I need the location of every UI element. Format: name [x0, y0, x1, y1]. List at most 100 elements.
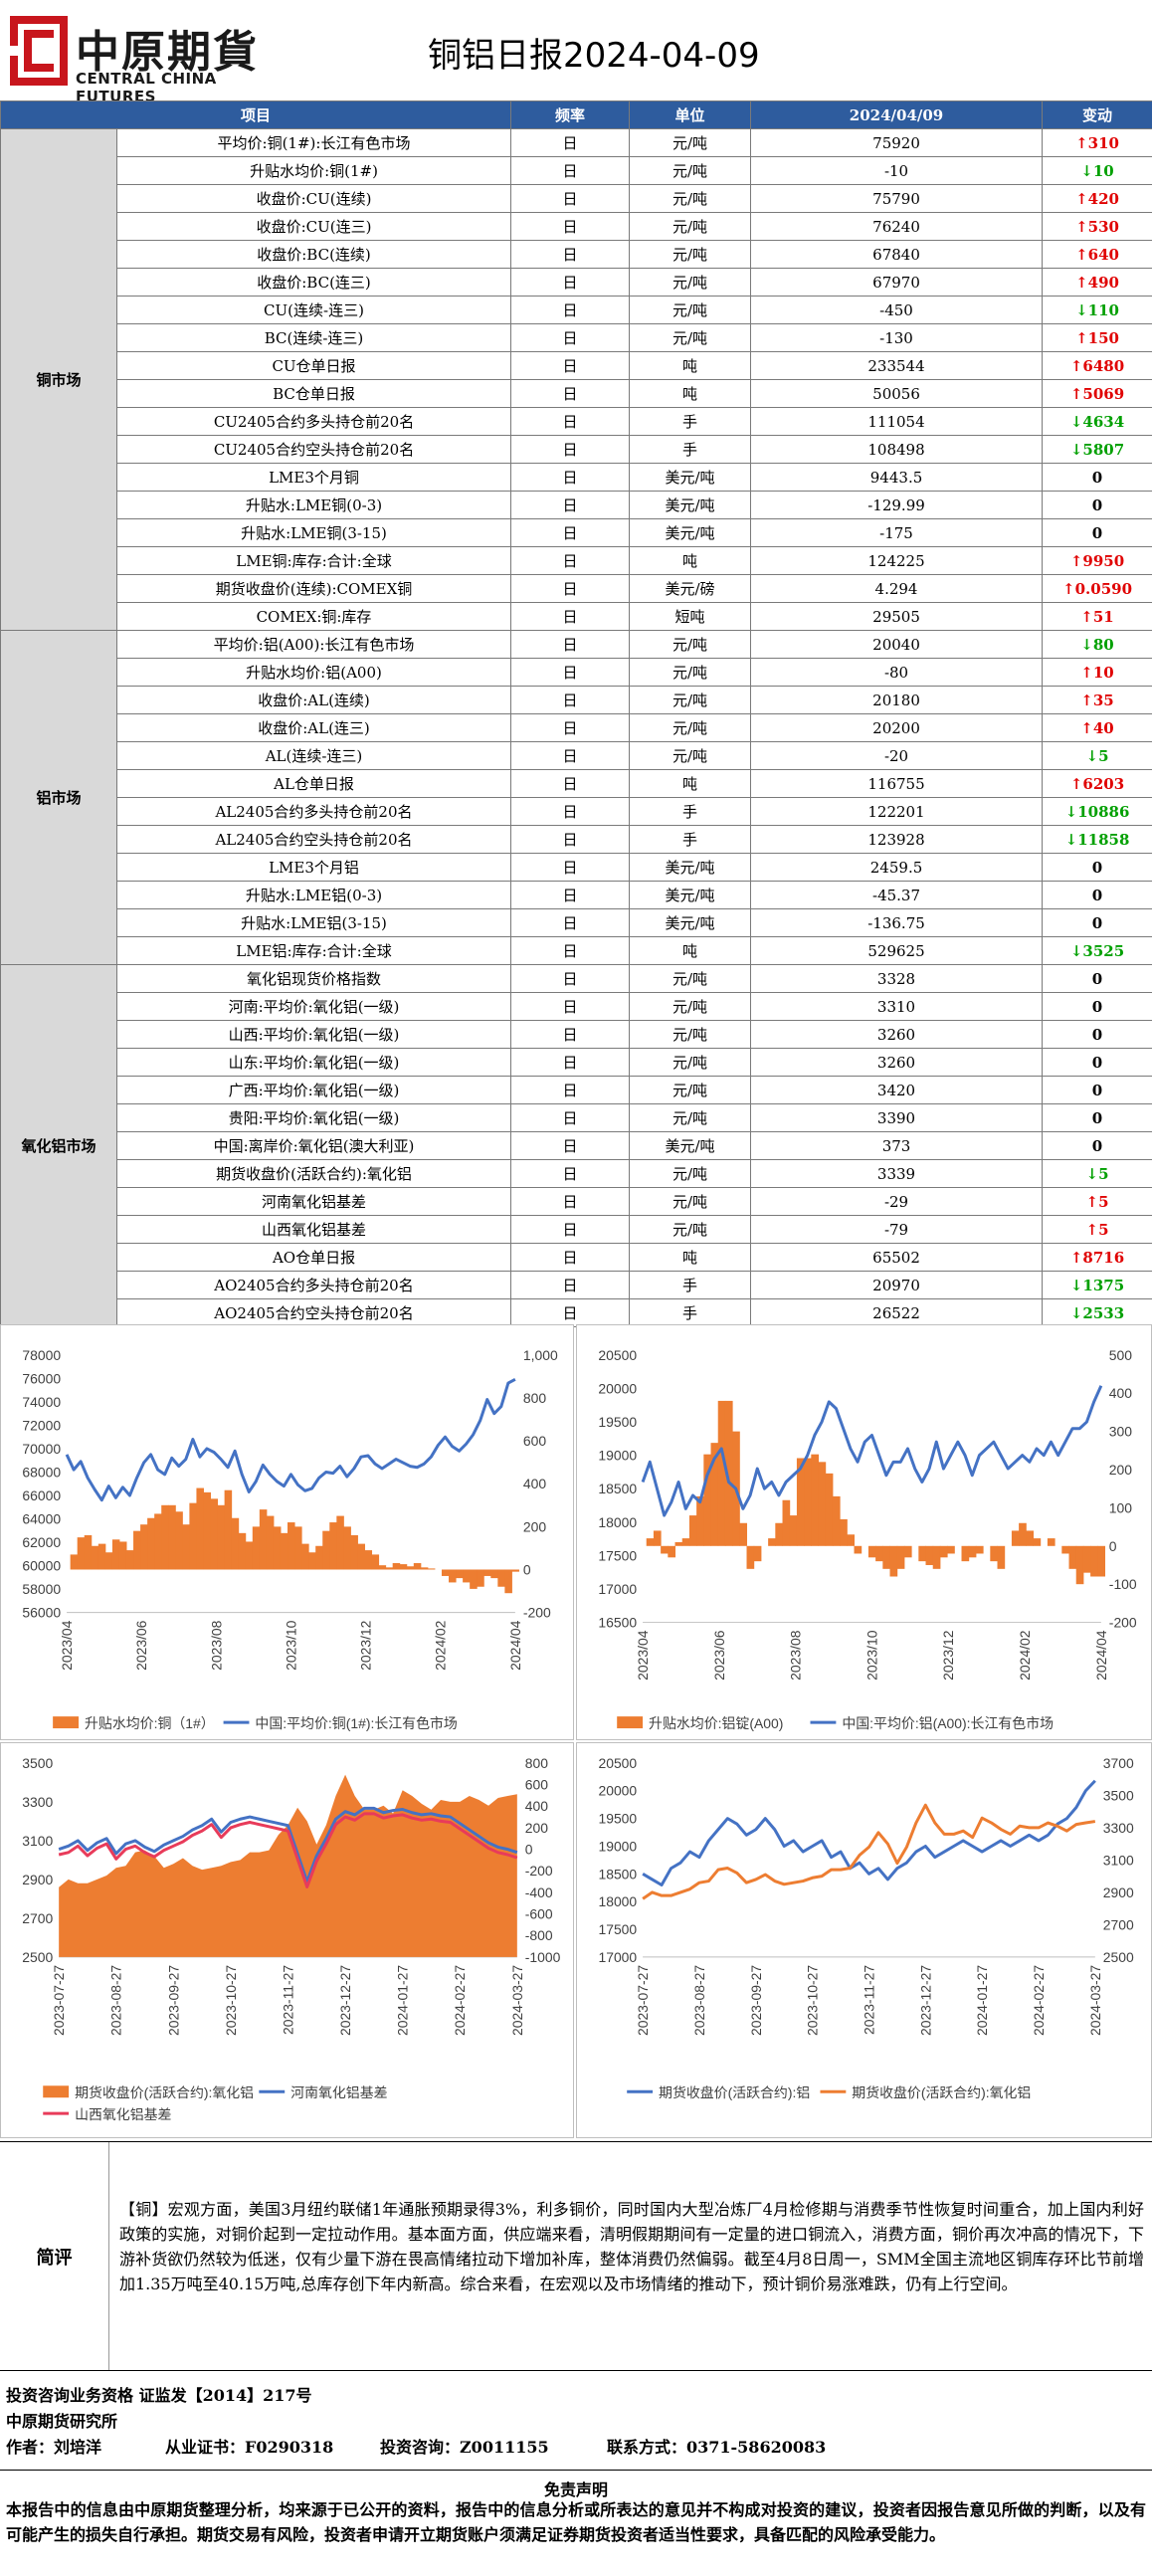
item-cell: 收盘价:BC(连续) — [115, 240, 512, 269]
value-cell: 20200 — [750, 713, 1044, 742]
value-cell: -175 — [750, 518, 1044, 547]
table-row: 收盘价:BC(连三) 日元/吨 67970 ↑490 — [1, 268, 1152, 297]
frequency-cell: 日 — [510, 1271, 631, 1299]
x-axis-tick-group: 2024-02-27 — [1031, 1965, 1047, 2036]
value-cell: 108498 — [750, 435, 1044, 464]
change-cell: 0 — [1042, 1076, 1152, 1104]
bar-mark — [259, 1509, 268, 1570]
right-axis-tick-label: -200 — [523, 1605, 551, 1621]
bar-mark — [1075, 1545, 1084, 1585]
unit-cell: 吨 — [629, 936, 752, 965]
bar-mark — [357, 1543, 365, 1570]
right-axis-tick-label: -600 — [525, 1906, 553, 1922]
x-axis-tick-group: 2023-07-27 — [51, 1965, 67, 2036]
left-axis-tick-label: 18500 — [598, 1866, 637, 1882]
change-value: 2533 — [1082, 1303, 1125, 1322]
change-cell: 0 — [1042, 964, 1152, 993]
value-cell: 111054 — [750, 407, 1044, 436]
frequency-cell: 日 — [510, 964, 631, 993]
bar-mark — [168, 1504, 176, 1570]
right-axis-tick-label: -200 — [1109, 1615, 1137, 1631]
x-axis-tick-label: 2023-08-27 — [108, 1965, 124, 2036]
right-axis-tick-label: 1,000 — [523, 1347, 558, 1363]
bar-mark — [336, 1515, 344, 1570]
bar-mark — [896, 1545, 905, 1569]
value-cell: 67970 — [750, 268, 1044, 297]
frequency-cell: 日 — [510, 546, 631, 575]
left-axis-tick-label: 56000 — [22, 1605, 61, 1621]
item-cell: 期货收盘价(连续):COMEX铜 — [115, 574, 512, 603]
right-axis-tick-label: -400 — [525, 1884, 553, 1900]
bar-mark — [840, 1518, 848, 1546]
x-axis-tick-group: 2023/08 — [208, 1620, 224, 1671]
left-axis-tick-label: 16500 — [598, 1615, 637, 1631]
unit-cell: 元/吨 — [629, 212, 752, 241]
unit-cell: 元/吨 — [629, 630, 752, 659]
item-cell: AO2405合约空头持仓前20名 — [115, 1298, 512, 1327]
x-axis-tick-label: 2023-09-27 — [748, 1965, 764, 2036]
change-value: 6203 — [1082, 774, 1125, 793]
header-unit: 单位 — [629, 100, 752, 129]
table-row: 升贴水:LME铝(0-3) 日美元/吨 -45.37 0 — [1, 881, 1152, 909]
table-row: 中国:离岸价:氧化铝(澳大利亚) 日美元/吨 373 0 — [1, 1131, 1152, 1160]
table-row: BC(连续-连三) 日元/吨 -130 ↑150 — [1, 323, 1152, 352]
unit-cell: 美元/吨 — [629, 881, 752, 909]
copper-price-chart: 78000 76000 74000 72000 70000 68000 66000 64000… — [0, 1324, 574, 1740]
bar-mark — [746, 1545, 755, 1569]
commentary-label: 简评 — [0, 2142, 109, 2370]
unit-cell: 手 — [629, 1298, 752, 1327]
arrow-up-icon: ↑ — [1075, 133, 1088, 152]
bar-mark — [463, 1569, 471, 1583]
logo-mark-icon — [10, 16, 68, 86]
table-row: AL(连续-连三) 日元/吨 -20 ↓5 — [1, 741, 1152, 770]
x-axis-tick-group: 2023-08-27 — [108, 1965, 124, 2036]
item-cell: LME铝:库存:合计:全球 — [115, 936, 512, 965]
bar-mark — [696, 1495, 704, 1546]
value-cell: 29505 — [750, 602, 1044, 631]
change-cell: 0 — [1042, 908, 1152, 937]
arrow-down-icon: ↓ — [1075, 300, 1088, 319]
value-cell: 50056 — [750, 379, 1044, 408]
left-axis-tick-label: 3100 — [22, 1833, 53, 1849]
value-cell: -80 — [750, 658, 1044, 687]
change-cell: ↓10 — [1042, 156, 1152, 185]
table-row: 升贴水:LME铜(0-3) 日美元/吨 -129.99 0 — [1, 491, 1152, 519]
bar-mark — [511, 1569, 519, 1572]
change-cell: ↓110 — [1042, 296, 1152, 324]
header-change: 变动 — [1042, 100, 1152, 129]
right-axis-tick-label: 2700 — [1103, 1916, 1134, 1932]
x-axis-tick-label: 2023/08 — [208, 1620, 224, 1671]
author: 作者：刘培洋 — [6, 2438, 102, 2457]
qualification-line: 投资咨询业务资格 证监发【2014】217号 — [6, 2386, 312, 2405]
bar-mark — [364, 1550, 373, 1570]
bar-mark — [84, 1534, 93, 1570]
frequency-cell: 日 — [510, 881, 631, 909]
arrow-down-icon: ↓ — [1085, 746, 1099, 765]
bar-mark — [238, 1532, 247, 1570]
table-row: 升贴水均价:铝(A00) 日元/吨 -80 ↑10 — [1, 658, 1152, 687]
frequency-cell: 日 — [510, 825, 631, 854]
table-row: 河南:平均价:氧化铝(一级) 日元/吨 3310 0 — [1, 992, 1152, 1021]
bar-mark — [350, 1534, 358, 1570]
change-cell: ↑0.0590 — [1042, 574, 1152, 603]
frequency-cell: 日 — [510, 491, 631, 519]
bar-mark — [882, 1545, 891, 1569]
frequency-cell: 日 — [510, 463, 631, 492]
unit-cell: 元/吨 — [629, 268, 752, 297]
bar-mark — [161, 1504, 169, 1570]
change-cell: 0 — [1042, 992, 1152, 1021]
bar-mark — [903, 1545, 912, 1558]
value-cell: 3260 — [750, 1020, 1044, 1049]
table-row: COMEX:铜:库存日短吨 29505 ↑51 — [1, 602, 1152, 631]
item-cell: 升贴水:LME铜(3-15) — [115, 518, 512, 547]
bar-mark — [925, 1545, 934, 1565]
table-row: 河南氧化铝基差日元/吨 -29 ↑5 — [1, 1187, 1152, 1216]
arrow-up-icon: ↑ — [1069, 1248, 1083, 1267]
legend-swatch — [53, 1716, 80, 1729]
change-value: 6480 — [1082, 356, 1125, 375]
x-axis-tick-label: 2024/04 — [1093, 1630, 1109, 1681]
arrow-up-icon: ↑ — [1075, 273, 1088, 292]
bar-mark — [224, 1489, 233, 1570]
table-row: 收盘价:AL(连续) 日元/吨 20180 ↑35 — [1, 686, 1152, 714]
bar-mark — [811, 1454, 820, 1546]
